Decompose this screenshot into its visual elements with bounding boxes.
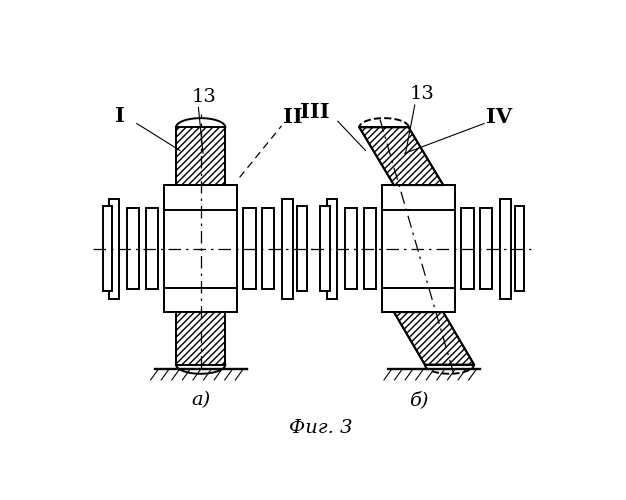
Bar <box>282 198 293 298</box>
Text: 13: 13 <box>410 86 435 103</box>
Bar <box>382 288 455 312</box>
Bar <box>164 288 237 312</box>
Text: IV: IV <box>486 108 513 128</box>
Bar <box>461 208 474 289</box>
Text: I: I <box>115 106 125 126</box>
Bar <box>176 128 225 185</box>
Text: III: III <box>300 102 329 122</box>
Text: а): а) <box>191 392 210 409</box>
Bar <box>345 208 357 289</box>
Text: б): б) <box>409 392 428 409</box>
Bar <box>382 185 455 312</box>
Bar <box>500 198 511 298</box>
Bar <box>176 312 225 364</box>
Polygon shape <box>359 128 443 185</box>
Bar <box>146 208 158 289</box>
Bar <box>321 206 330 291</box>
Text: 13: 13 <box>192 88 217 106</box>
Bar <box>480 208 492 289</box>
Bar <box>127 208 140 289</box>
Bar <box>515 206 525 291</box>
Polygon shape <box>394 312 474 364</box>
Text: II: II <box>283 108 303 128</box>
Bar <box>382 185 455 210</box>
Bar <box>327 198 337 298</box>
Bar <box>176 128 225 185</box>
Bar <box>103 206 112 291</box>
Text: Фиг. 3: Фиг. 3 <box>289 419 352 437</box>
Bar <box>262 208 274 289</box>
Bar <box>164 185 237 312</box>
Bar <box>164 185 237 210</box>
Bar <box>244 208 256 289</box>
Bar <box>109 198 120 298</box>
Bar <box>297 206 307 291</box>
Bar <box>176 312 225 364</box>
Bar <box>364 208 376 289</box>
